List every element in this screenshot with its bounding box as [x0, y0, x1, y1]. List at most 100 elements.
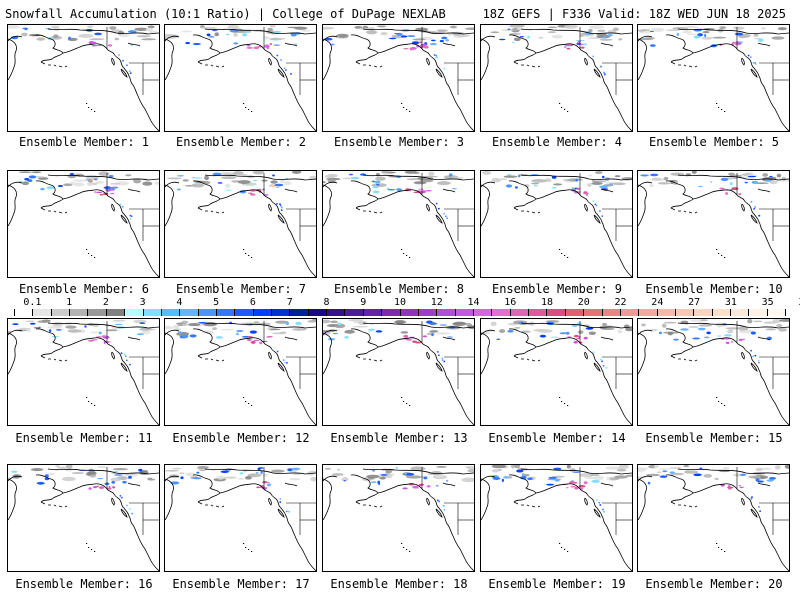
colorbar-swatch — [143, 309, 162, 316]
colorbar-tick-label: 3 — [139, 297, 146, 308]
political-borders — [579, 321, 632, 389]
colorbar-swatch — [382, 309, 401, 316]
ensemble-map-panel — [164, 170, 317, 278]
coastlines — [323, 28, 474, 131]
coastlines — [323, 174, 474, 277]
snowfall-shading — [18, 171, 159, 220]
colorbar-swatch — [198, 309, 217, 316]
snowfall-map — [323, 25, 474, 131]
political-borders — [421, 27, 474, 95]
political-borders — [421, 467, 474, 535]
political-borders — [579, 467, 632, 535]
colorbar-swatch — [14, 309, 34, 316]
colorbar-tick-label: 35 — [761, 297, 774, 308]
colorbar-swatch — [272, 309, 291, 316]
snowfall-map — [8, 25, 159, 131]
ensemble-member-label: Ensemble Member: 10 — [645, 282, 783, 296]
snowfall-shading — [490, 25, 623, 76]
snowfall-shading — [8, 25, 158, 75]
ensemble-member-label: Ensemble Member: 9 — [491, 282, 623, 296]
colorbar-swatch — [565, 309, 585, 316]
colorbar-swatch — [492, 309, 511, 316]
colorbar-swatch — [161, 309, 181, 316]
ensemble-map-panel — [480, 24, 633, 132]
colorbar-swatch — [180, 309, 199, 316]
coastlines — [8, 174, 159, 277]
colorbar-swatch — [510, 309, 530, 316]
coastlines — [323, 468, 474, 571]
coastlines — [165, 322, 316, 425]
ensemble-member-label: Ensemble Member: 4 — [491, 135, 623, 149]
ensemble-member-label: Ensemble Member: 2 — [175, 135, 307, 149]
hawaii-islands — [559, 543, 569, 552]
colorbar-swatch — [418, 309, 438, 316]
colorbar-tick-label: 12 — [430, 297, 443, 308]
political-borders — [263, 321, 316, 389]
hawaii-islands — [86, 249, 96, 258]
snowfall-map — [323, 319, 474, 425]
ensemble-map-panel — [322, 318, 475, 426]
hawaii-islands — [86, 543, 96, 552]
ensemble-member-label: Ensemble Member: 15 — [645, 431, 783, 445]
hawaii-islands — [401, 249, 411, 258]
colorbar-swatch — [455, 309, 474, 316]
snowfall-map — [481, 171, 632, 277]
colorbar-swatch — [749, 309, 768, 316]
hawaii-islands — [559, 103, 569, 112]
hawaii-islands — [716, 249, 726, 258]
snowfall-map — [165, 25, 316, 131]
snowfall-shading — [8, 465, 156, 515]
colorbar-tick-label: 1 — [66, 297, 73, 308]
colorbar-tick-label: 27 — [688, 297, 701, 308]
hawaii-islands — [401, 103, 411, 112]
colorbar-tick-label: 18 — [541, 297, 554, 308]
ensemble-map-panel — [7, 170, 160, 278]
ensemble-member-label: Ensemble Member: 12 — [172, 431, 310, 445]
coastlines — [638, 28, 789, 131]
coastlines — [165, 28, 316, 131]
colorbar-swatch — [106, 309, 126, 316]
political-borders — [106, 321, 159, 389]
hawaii-islands — [86, 397, 96, 406]
coastlines — [481, 468, 632, 571]
political-borders — [421, 173, 474, 241]
political-borders — [579, 27, 632, 95]
colorbar-tick-label: 4 — [176, 297, 183, 308]
colorbar-swatch — [437, 309, 456, 316]
coastlines — [8, 28, 159, 131]
snowfall-shading — [8, 319, 156, 366]
ensemble-map-panel — [7, 318, 160, 426]
colorbar-tick-label: 6 — [249, 297, 256, 308]
map-title: Snowfall Accumulation (10:1 Ratio) | Col… — [5, 7, 446, 21]
colorbar-swatch — [88, 309, 107, 316]
colorbar-swatch — [51, 309, 71, 316]
hawaii-islands — [243, 543, 253, 552]
colorbar-swatch — [694, 309, 713, 316]
snowfall-shading — [638, 26, 787, 66]
colorbar-labels: 0.1123456789101214161820222427313539 — [14, 297, 800, 309]
ensemble-member-label: Ensemble Member: 3 — [333, 135, 465, 149]
snowfall-map — [323, 171, 474, 277]
ensemble-member-label: Ensemble Member: 8 — [333, 282, 465, 296]
ensemble-member-label: Ensemble Member: 1 — [18, 135, 150, 149]
ensemble-map-panel — [7, 24, 160, 132]
snowfall-map — [638, 26, 789, 131]
ensemble-member-label: Ensemble Member: 17 — [172, 577, 310, 591]
colorbar-swatch — [657, 309, 676, 316]
ensemble-map-panel — [637, 464, 790, 572]
colorbar-swatch — [125, 309, 144, 316]
snowfall-shading — [639, 319, 789, 364]
colorbar-swatch — [308, 309, 328, 316]
ensemble-map-panel — [322, 24, 475, 132]
snowfall-shading — [640, 171, 789, 217]
ensemble-map-panel — [322, 464, 475, 572]
ensemble-map-panel — [164, 24, 317, 132]
coastlines — [8, 468, 159, 571]
colorbar-swatch — [400, 309, 419, 316]
snowfall-map — [638, 319, 789, 425]
colorbar-swatch — [33, 309, 52, 316]
ensemble-map-panel — [637, 170, 790, 278]
political-borders — [263, 467, 316, 535]
ensemble-map-panel — [480, 170, 633, 278]
snowfall-shading — [482, 171, 632, 218]
